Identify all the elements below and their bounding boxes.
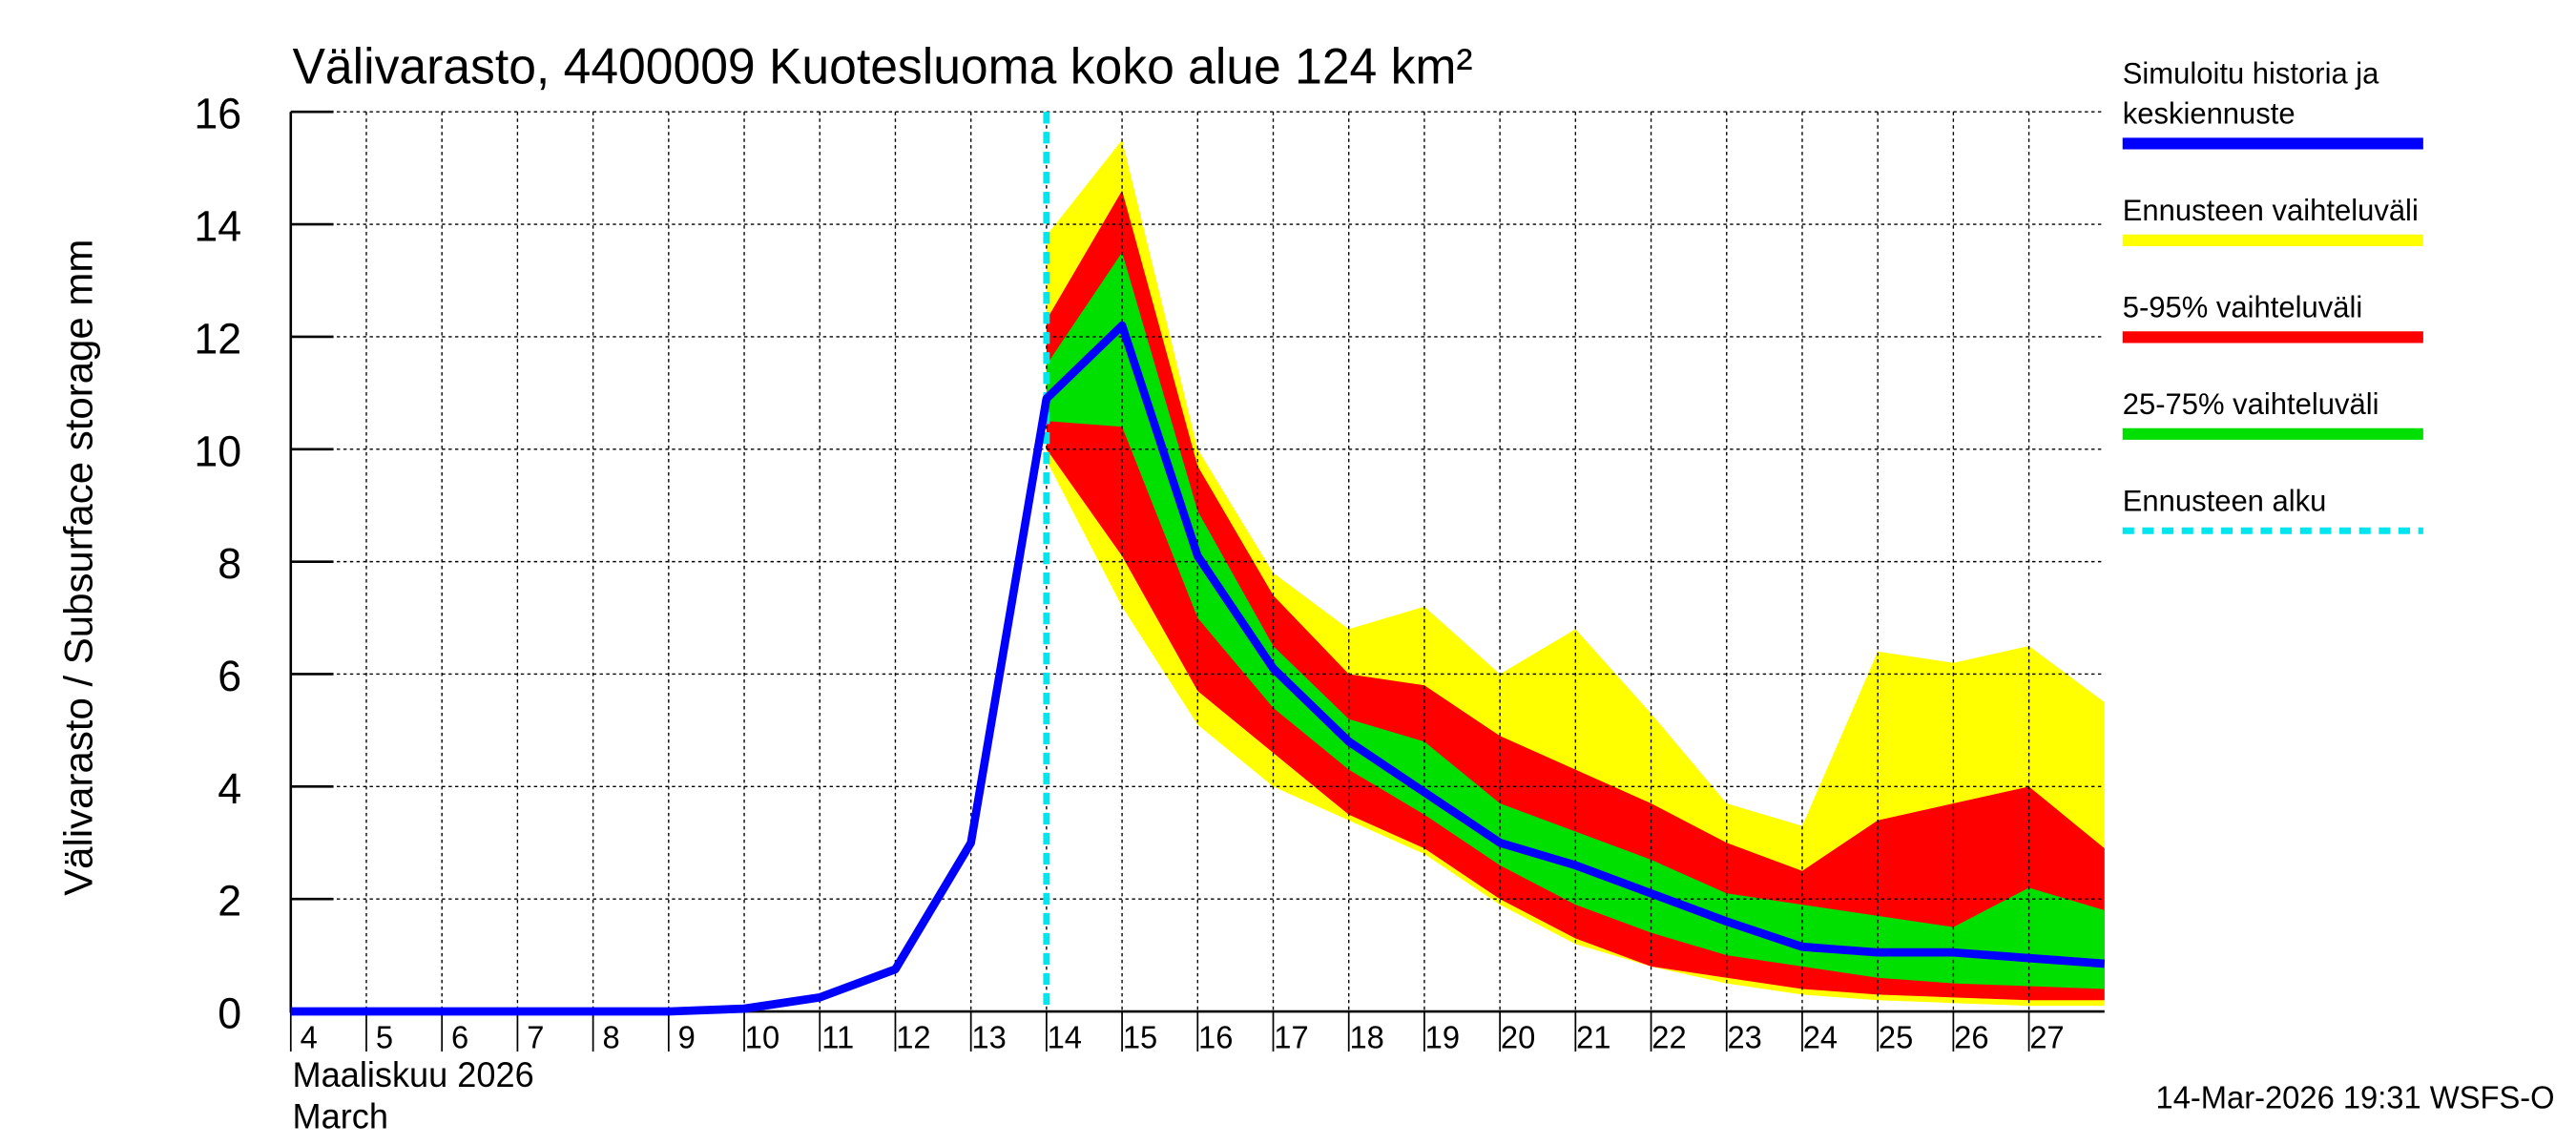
x-tick-label: 27 [2029, 1019, 2064, 1054]
legend-label: 25-75% vaihteluväli [2123, 387, 2379, 421]
chart-title: Välivarasto, 4400009 Kuotesluoma koko al… [293, 39, 1473, 94]
x-tick-label: 25 [1879, 1019, 1913, 1054]
x-tick-label: 8 [602, 1019, 619, 1054]
x-tick-label: 18 [1349, 1019, 1383, 1054]
y-tick-label: 4 [218, 764, 241, 813]
x-axis-label: Maaliskuu 2026 [293, 1055, 534, 1094]
legend-label: 5-95% vaihteluväli [2123, 290, 2362, 323]
x-tick-label: 11 [821, 1019, 854, 1054]
x-tick-label: 22 [1652, 1019, 1686, 1054]
y-tick-label: 12 [194, 314, 241, 363]
x-tick-label: 6 [451, 1019, 468, 1054]
x-tick-label: 15 [1123, 1019, 1157, 1054]
x-tick-label: 24 [1803, 1019, 1838, 1054]
x-tick-label: 7 [527, 1019, 544, 1054]
legend-label: Ennusteen vaihteluväli [2123, 194, 2419, 227]
x-tick-label: 23 [1728, 1019, 1762, 1054]
x-tick-label: 10 [745, 1019, 779, 1054]
y-tick-label: 8 [218, 539, 241, 588]
x-tick-label: 5 [376, 1019, 393, 1054]
x-tick-label: 16 [1198, 1019, 1233, 1054]
x-tick-label: 26 [1954, 1019, 1988, 1054]
line [290, 321, 2106, 1016]
x-tick-label: 12 [896, 1019, 930, 1054]
y-axis-label: Välivarasto / Subsurface storage mm [56, 239, 101, 896]
band [1046, 139, 2105, 1007]
y-tick-label: 2 [218, 876, 241, 925]
x-tick-label: 19 [1425, 1019, 1460, 1054]
y-tick-label: 14 [194, 201, 241, 250]
x-tick-label: 20 [1501, 1019, 1535, 1054]
y-tick-label: 6 [218, 652, 241, 700]
legend-label: Simuloitu historia ja keskiennuste [2123, 56, 2379, 130]
legend-label: Ennusteen alku [2123, 484, 2327, 517]
x-tick-label: 21 [1576, 1019, 1610, 1054]
x-tick-label: 14 [1048, 1019, 1082, 1054]
x-tick-label: 17 [1274, 1019, 1308, 1054]
y-tick-label: 16 [194, 89, 241, 137]
x-tick-label: 9 [678, 1019, 696, 1054]
x-tick-label: 13 [971, 1019, 1006, 1054]
y-tick-label: 0 [218, 989, 241, 1037]
footer: 14-Mar-2026 19:31 WSFS-O [2156, 1079, 2555, 1114]
x-axis-label: March [293, 1096, 388, 1135]
x-tick-label: 4 [301, 1019, 318, 1054]
y-tick-label: 10 [194, 427, 241, 475]
